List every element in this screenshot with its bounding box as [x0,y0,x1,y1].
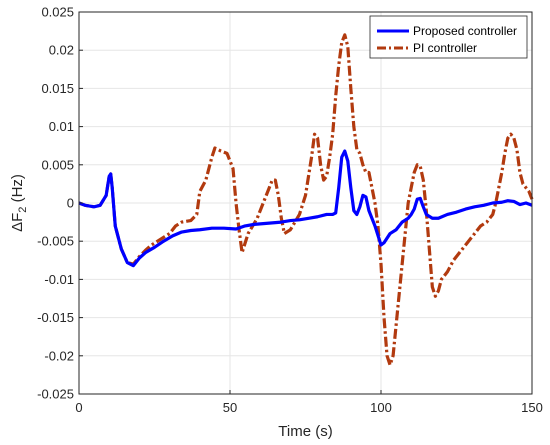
legend: Proposed controller PI controller [369,15,528,59]
x-tick-label: 100 [370,400,392,415]
y-axis-label-unit: (Hz) [9,174,26,207]
legend-label-proposed: Proposed controller [413,24,517,38]
series-line-proposed-controller [78,149,533,268]
y-tick-label: 0.025 [41,5,74,20]
y-tick-label: 0.02 [49,43,74,58]
legend-label-pi: PI controller [413,41,477,55]
legend-box [369,15,528,59]
y-axis-label-subscript: 2 [17,207,29,213]
y-tick-label: -0.025 [37,387,74,402]
y-tick-label: 0.01 [49,119,74,134]
y-tick-labels: -0.025 -0.02 -0.015 -0.01 -0.005 0 0.005 0.01 0.… [37,5,83,402]
y-tick-label: 0 [67,196,74,211]
series-layer [78,33,534,367]
x-tick-labels: 0 50 100 150 [75,390,543,415]
x-tick-label: 50 [223,400,237,415]
y-tick-label: -0.005 [37,234,74,249]
x-tick-label: 150 [521,400,543,415]
series-line-pi-controller [78,33,534,367]
y-tick-label: -0.01 [44,272,74,287]
y-tick-label: -0.015 [37,310,74,325]
x-tick-label: 0 [75,400,82,415]
x-axis-label: Time (s) [278,423,332,440]
y-tick-label: 0.005 [41,157,74,172]
y-tick-label: 0.015 [41,81,74,96]
y-axis-label-main: ΔF [9,213,26,232]
y-axis-label: ΔF2 (Hz) [9,174,29,232]
y-tick-label: -0.02 [44,348,74,363]
